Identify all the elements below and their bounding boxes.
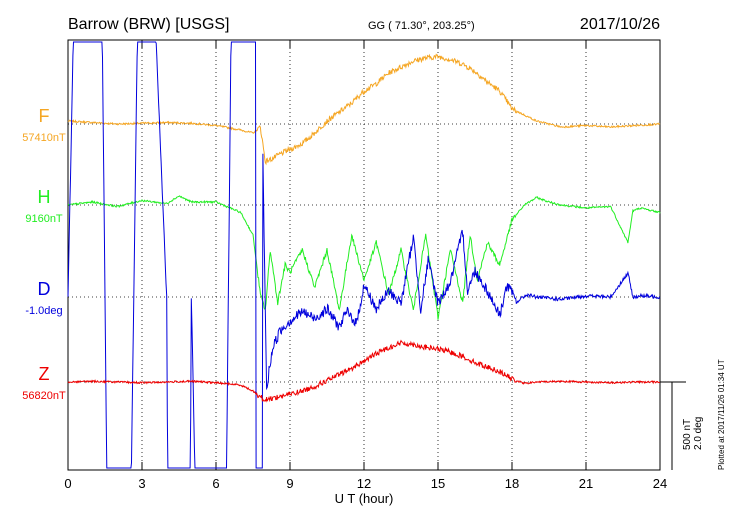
series-labels: F 57410nT H 9160nT D -1.0deg Z 56820nT	[22, 106, 66, 402]
grid-lines	[68, 40, 660, 470]
series-baseline-z: 56820nT	[22, 390, 66, 402]
series-name-h: H	[38, 187, 51, 207]
chart-date: 2017/10/26	[580, 16, 660, 33]
series-line-f	[67, 53, 661, 166]
station-coords: GG ( 71.30°, 203.25°)	[368, 20, 475, 32]
plotted-note: Plotted at 2017/11/26 01:34 UT	[717, 359, 726, 470]
x-axis-ticks: 0 3 6 9 12 15 18 21 24	[64, 40, 667, 491]
x-tick-label: 15	[431, 476, 445, 491]
x-tick-label: 12	[357, 476, 371, 491]
series-line-h	[68, 195, 661, 320]
x-tick-label: 21	[579, 476, 593, 491]
series-baseline-f: 57410nT	[22, 132, 66, 144]
series-name-f: F	[39, 106, 50, 126]
x-tick-label: 18	[505, 476, 519, 491]
x-tick-label: 6	[212, 476, 219, 491]
x-tick-label: 3	[138, 476, 145, 491]
scale-bar: 500 nT 2.0 deg	[660, 381, 704, 470]
station-title: Barrow (BRW) [USGS]	[68, 16, 230, 33]
scale-nt-label: 500 nT	[682, 419, 693, 450]
series-name-d: D	[38, 279, 51, 299]
series-baseline-h: 9160nT	[25, 213, 63, 225]
scale-deg-label: 2.0 deg	[693, 417, 704, 450]
x-tick-label: 0	[64, 476, 71, 491]
series-layer	[67, 41, 661, 469]
x-tick-label: 9	[286, 476, 293, 491]
x-tick-label: 24	[653, 476, 667, 491]
series-line-d	[67, 41, 661, 469]
series-line-z	[67, 339, 661, 403]
x-axis-label: U T (hour)	[335, 491, 394, 506]
series-name-z: Z	[39, 364, 50, 384]
series-baseline-d: -1.0deg	[25, 305, 62, 317]
